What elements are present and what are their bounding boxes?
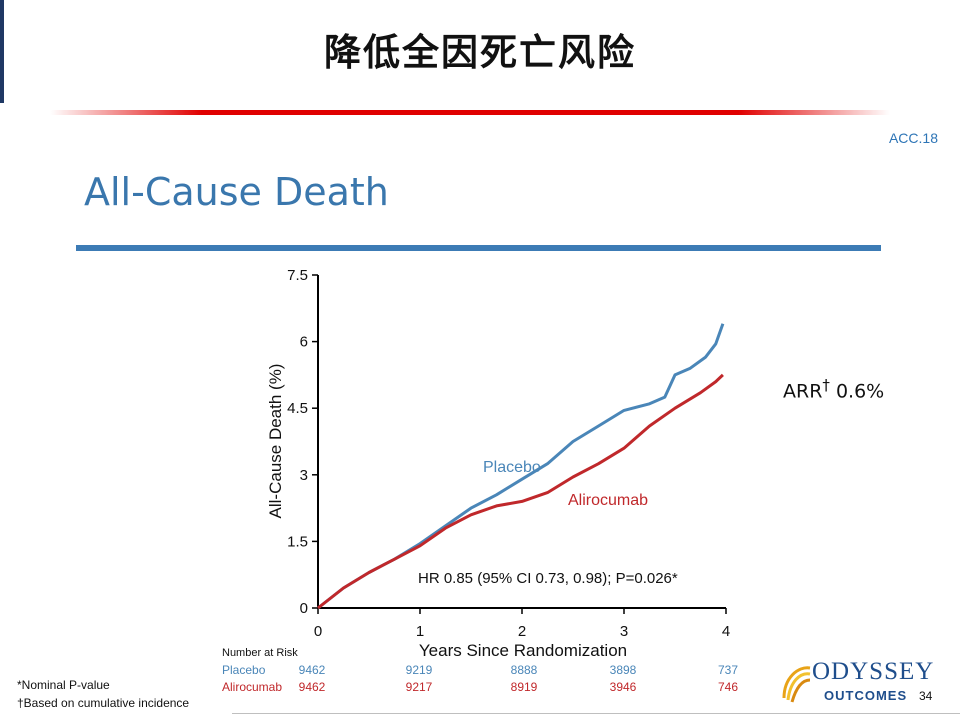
arr-label: ARR [783, 380, 823, 403]
at-risk-value: 8919 [511, 680, 538, 694]
x-tick-label: 2 [518, 623, 526, 640]
footnote-cumulative: †Based on cumulative incidence [17, 696, 190, 710]
footer-rule [232, 713, 960, 714]
logo-swirl-icon [782, 666, 811, 703]
at-risk-value: 9462 [299, 663, 326, 677]
y-tick-label: 4.5 [287, 400, 308, 417]
logo-sub: OUTCOMES [824, 688, 908, 703]
y-tick-label: 1.5 [287, 533, 308, 550]
at-risk-value: 9462 [299, 680, 326, 694]
at-risk-row-label: Placebo [222, 663, 266, 677]
x-axis-label: Years Since Randomization [419, 641, 627, 660]
at-risk-value: 3898 [610, 663, 637, 677]
x-tick-label: 3 [620, 623, 628, 640]
page-number: 34 [919, 689, 933, 703]
at-risk-value: 9217 [406, 680, 433, 694]
placebo-series-label: Placebo [483, 459, 541, 476]
y-tick-label: 7.5 [287, 267, 308, 284]
at-risk-heading: Number at Risk [222, 647, 298, 659]
at-risk-value: 737 [718, 663, 738, 677]
footnote-nominal-p: *Nominal P-value [17, 678, 110, 692]
page-title: 降低全因死亡风险 [324, 31, 636, 74]
hazard-ratio-text: HR 0.85 (95% CI 0.73, 0.98); P=0.026* [418, 570, 678, 587]
at-risk-value: 746 [718, 680, 738, 694]
at-risk-value: 9219 [406, 663, 433, 677]
y-tick-label: 6 [300, 334, 308, 351]
y-tick-label: 0 [300, 600, 308, 617]
alirocumab-line [317, 373, 724, 610]
y-tick-label: 3 [300, 467, 308, 484]
at-risk-value: 3946 [610, 680, 637, 694]
footnotes: *Nominal P-value †Based on cumulative in… [17, 676, 189, 712]
left-accent-bar [0, 0, 4, 103]
x-tick-label: 4 [722, 623, 730, 640]
x-tick-label: 1 [416, 623, 424, 640]
arr-value: 0.6% [829, 380, 885, 403]
slide-title-rule [76, 245, 881, 251]
at-risk-value: 8888 [511, 663, 538, 677]
alirocumab-series-label: Alirocumab [568, 492, 648, 509]
slide-title: All-Cause Death [84, 170, 389, 214]
at-risk-row-label: Alirocumab [222, 680, 282, 694]
logo-word: ODYSSEY [812, 658, 935, 685]
odyssey-outcomes-logo: ODYSSEY OUTCOMES [778, 658, 933, 708]
y-axis-label: All-Cause Death (%) [266, 364, 285, 519]
x-tick-label: 0 [314, 623, 322, 640]
conference-tag: ACC.18 [888, 130, 938, 146]
title-divider [50, 110, 890, 115]
arr-dagger: † [822, 376, 830, 394]
arr-annotation: ARR† 0.6% [783, 376, 884, 402]
